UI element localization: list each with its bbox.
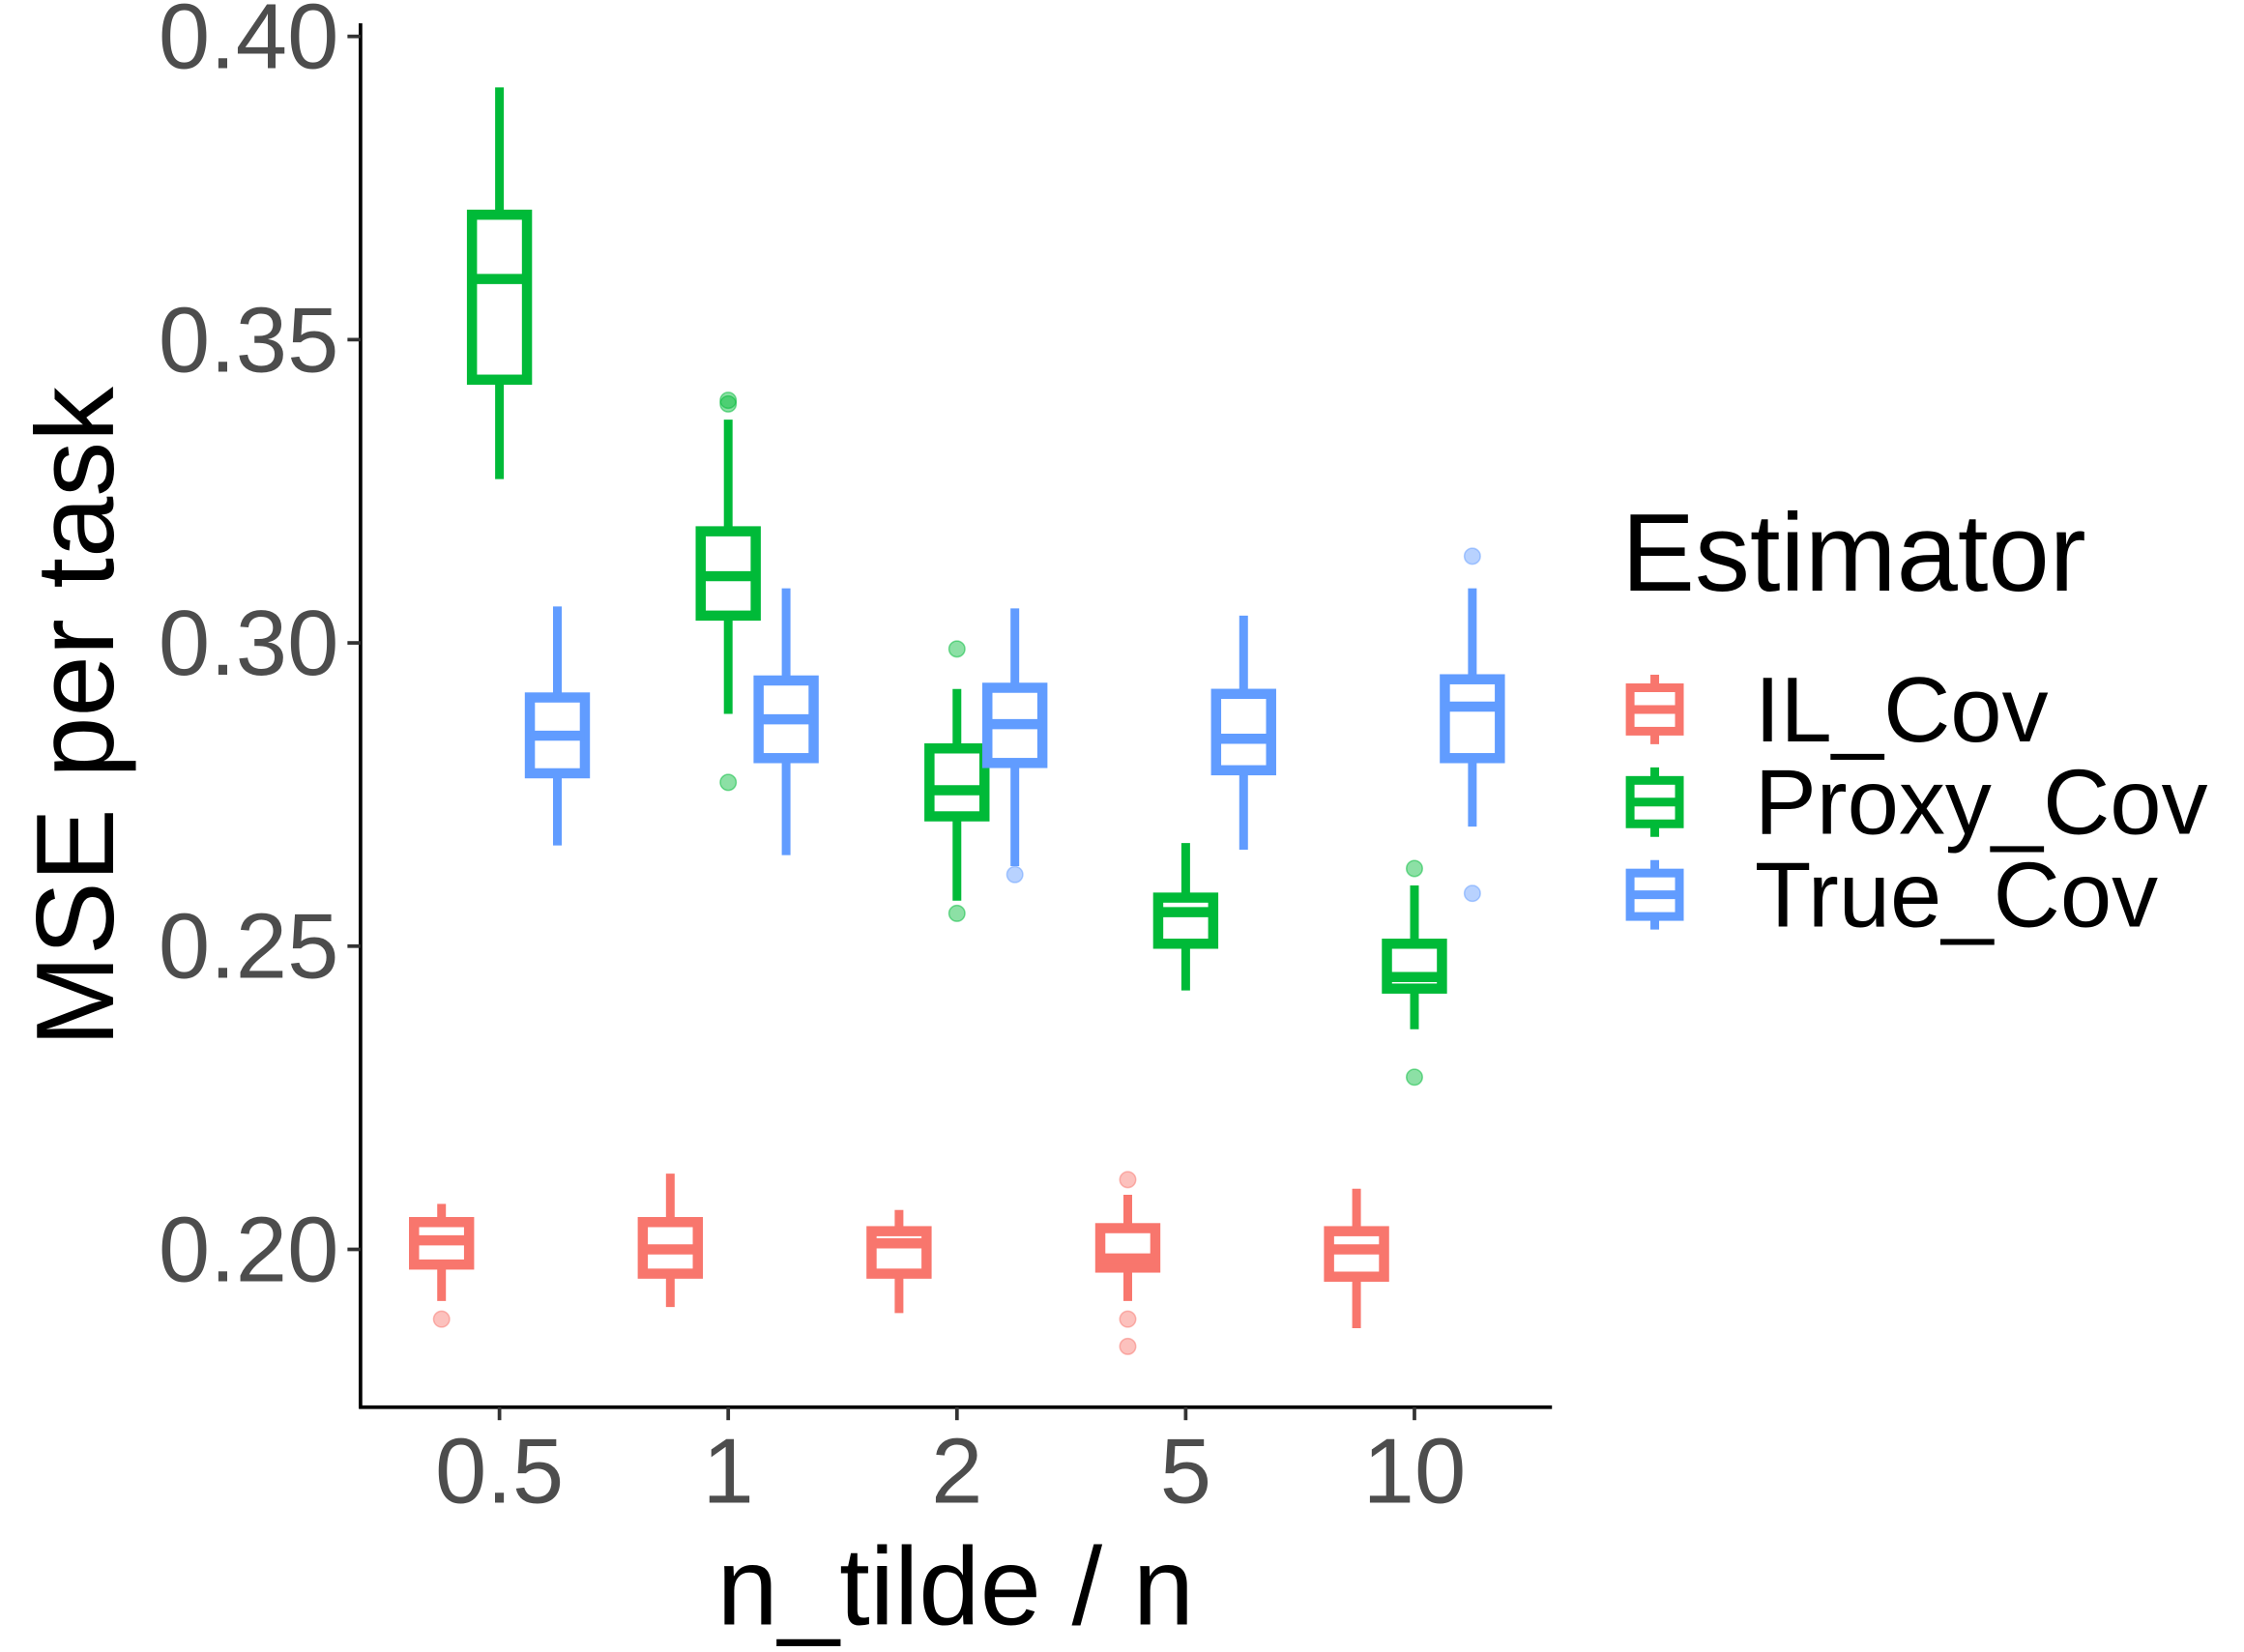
outlier-point (432, 1310, 451, 1328)
box-Proxy_Cov-10 (1382, 859, 1447, 1087)
box-IL_Cov-5 (1094, 1171, 1161, 1355)
box-True_Cov-2 (981, 608, 1048, 884)
box-IL_Cov-1 (637, 1174, 703, 1308)
x-axis-label: n_tilde / n (717, 1525, 1194, 1648)
y-tick-label: 0.25 (159, 895, 339, 999)
x-tick-label: 0.5 (435, 1420, 564, 1523)
outlier-point (1005, 865, 1024, 884)
box-iqr (924, 743, 990, 822)
y-tick-label: 0.40 (159, 0, 339, 89)
outlier-point (1119, 1337, 1137, 1355)
legend-item-Proxy_Cov: Proxy_Cov (1625, 751, 2208, 855)
box-Proxy_Cov-1 (695, 391, 761, 792)
legend-item-True_Cov: True_Cov (1625, 844, 2158, 947)
outlier-point (719, 394, 738, 413)
box-iqr (466, 209, 533, 386)
outlier-point (1463, 884, 1481, 903)
outlier-point (1119, 1171, 1137, 1189)
x-tick-label: 1 (703, 1420, 754, 1523)
box-iqr (1440, 674, 1505, 764)
legend-item-IL_Cov: IL_Cov (1625, 658, 2049, 762)
box-iqr (1152, 892, 1219, 949)
box-Proxy_Cov-5 (1152, 843, 1219, 991)
box-iqr (1210, 688, 1276, 776)
y-tick-label: 0.35 (159, 288, 339, 391)
plot-area (409, 87, 1505, 1355)
legend-label: Proxy_Cov (1755, 751, 2208, 855)
box-True_Cov-1 (753, 588, 819, 855)
outlier-point (1405, 1068, 1423, 1087)
outlier-point (1119, 1310, 1137, 1328)
x-tick-label: 2 (931, 1420, 982, 1523)
outlier-point (719, 773, 738, 792)
outlier-point (1463, 547, 1481, 565)
x-ticks: 0.5 1 2 5 10 (435, 1406, 1467, 1523)
legend-label: IL_Cov (1755, 658, 2049, 762)
box-iqr (866, 1226, 932, 1279)
box-IL_Cov-10 (1324, 1188, 1389, 1329)
box-Proxy_Cov-0.5 (466, 87, 533, 479)
box-True_Cov-0.5 (524, 606, 591, 846)
x-tick-label: 10 (1363, 1420, 1467, 1523)
legend-label: True_Cov (1755, 844, 2158, 947)
legend-title: Estimator (1621, 492, 2086, 615)
y-ticks: 0.20 0.25 0.30 0.35 0.40 (159, 0, 361, 1301)
box-Proxy_Cov-2 (924, 640, 990, 922)
outlier-point (1405, 859, 1423, 878)
y-tick-label: 0.20 (159, 1198, 339, 1301)
y-tick-label: 0.30 (159, 592, 339, 695)
box-IL_Cov-2 (866, 1209, 932, 1314)
outlier-point (947, 904, 966, 922)
box-True_Cov-10 (1440, 547, 1505, 903)
box-IL_Cov-0.5 (409, 1203, 475, 1328)
y-axis-label: MSE per task (15, 386, 137, 1047)
x-tick-label: 5 (1160, 1420, 1211, 1523)
outlier-point (947, 640, 966, 658)
box-True_Cov-5 (1210, 615, 1276, 851)
